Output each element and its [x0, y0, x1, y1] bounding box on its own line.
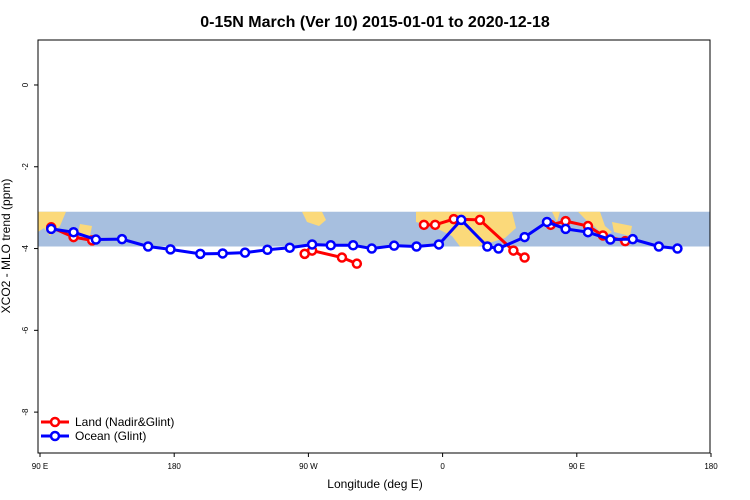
land-series-segment-2-point-1 [429, 219, 441, 231]
background-band-layer [38, 211, 710, 247]
land-southeast-asia [578, 211, 612, 236]
ocean-series-point-12 [325, 240, 337, 251]
ocean-series-point-14 [366, 243, 378, 254]
ocean-series-point-20 [493, 243, 504, 254]
axes-layer: 90 E 180 90 W 0 90 E 180 0 -2 -4 -6 -8 [21, 82, 718, 471]
x-axis-label: Longitude (deg E) [327, 477, 422, 491]
series-layer [45, 213, 683, 269]
land-india [552, 211, 560, 222]
ocean-series-point-7 [217, 248, 228, 259]
ocean-series [45, 214, 683, 260]
legend: Land (Nadir&Glint) Ocean (Glint) [41, 415, 174, 443]
ocean-series-point-5 [165, 244, 176, 255]
ocean-series-point-28 [672, 243, 683, 254]
x-tick-label-0: 90 E [32, 462, 48, 471]
x-tick-label-1: 180 [168, 462, 182, 471]
x-tick-label-3: 0 [440, 462, 445, 471]
ocean-series-point-24 [582, 226, 594, 238]
x-tick-label-5: 180 [704, 462, 718, 471]
ocean-series-point-13 [347, 240, 359, 251]
y-tick-label-1: -2 [21, 163, 30, 171]
x-tick-label-4: 90 E [569, 462, 585, 471]
ocean-series-point-9 [262, 244, 273, 256]
ocean-series-point-19 [482, 241, 493, 252]
ocean-series-point-6 [195, 248, 206, 260]
legend-ocean-label: Ocean (Glint) [75, 429, 146, 443]
land-africa [416, 211, 516, 247]
ocean-series-point-8 [239, 247, 251, 258]
land-series-segment-1-point-2 [336, 252, 348, 263]
ocean-series-point-27 [653, 241, 665, 252]
y-tick-label-3: -6 [21, 326, 30, 334]
land-series-segment-1-point-3 [351, 258, 363, 269]
chart-title: 0-15N March (Ver 10) 2015-01-01 to 2020-… [200, 14, 550, 31]
y-tick-label-2: -4 [21, 244, 30, 252]
ocean-series-point-10 [284, 242, 296, 253]
land-series-segment-2-point-0 [418, 219, 430, 231]
y-tick-label-4: -8 [21, 408, 30, 416]
land-series-segment-2-point-5 [519, 252, 530, 263]
land-south-america [302, 211, 326, 226]
x-tick-label-2: 90 W [299, 462, 318, 471]
ocean-series-point-25 [605, 234, 616, 245]
ocean-series-point-22 [541, 216, 553, 228]
ocean-series-point-21 [519, 231, 530, 243]
legend-land-marker [49, 416, 61, 428]
ocean-series-point-3 [116, 233, 128, 245]
ocean-series-point-0 [45, 223, 57, 235]
plot-frame [37, 39, 711, 454]
y-tick-label-0: 0 [21, 82, 30, 87]
y-axis-label: XCO2 - MLO trend (ppm) [0, 179, 13, 314]
ocean-series-point-2 [90, 234, 102, 245]
ocean-series-point-4 [142, 241, 154, 252]
land-series-segment-2-point-3 [474, 214, 486, 226]
ocean-series-point-23 [560, 223, 571, 235]
land-series-segment-2-point-4 [508, 245, 519, 256]
land-indonesia [612, 222, 632, 236]
legend-land-label: Land (Nadir&Glint) [75, 415, 174, 429]
ocean-series-point-17 [433, 239, 445, 250]
legend-ocean-marker [49, 430, 61, 442]
ocean-series-point-18 [455, 214, 467, 226]
ocean-series-point-1 [68, 226, 79, 238]
land-asia-islands [78, 224, 92, 236]
ocean-series-point-11 [306, 239, 318, 250]
ocean-series-point-15 [388, 240, 400, 251]
ocean-series-point-26 [627, 233, 638, 245]
land-series-segment-2 [418, 213, 530, 263]
ocean-series-point-16 [411, 241, 422, 252]
